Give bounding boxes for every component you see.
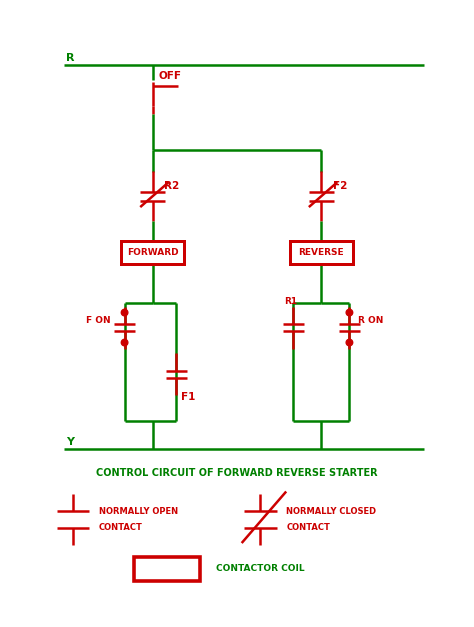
Text: REVERSE: REVERSE — [299, 248, 344, 257]
Text: CONTACT: CONTACT — [286, 523, 330, 532]
Text: CONTACTOR COIL: CONTACTOR COIL — [216, 564, 304, 573]
Text: F2: F2 — [333, 181, 347, 191]
Text: F1: F1 — [181, 392, 195, 402]
Text: OFF: OFF — [158, 71, 181, 82]
Text: NORMALLY CLOSED: NORMALLY CLOSED — [286, 507, 376, 516]
Circle shape — [346, 339, 353, 346]
Text: CONTROL CIRCUIT OF FORWARD REVERSE STARTER: CONTROL CIRCUIT OF FORWARD REVERSE START… — [96, 468, 378, 478]
Text: R2: R2 — [164, 181, 180, 191]
Text: Y: Y — [66, 436, 74, 446]
FancyBboxPatch shape — [121, 241, 184, 265]
FancyBboxPatch shape — [134, 557, 200, 581]
Text: FORWARD: FORWARD — [127, 248, 179, 257]
Circle shape — [121, 339, 128, 346]
Text: CONTACT: CONTACT — [99, 523, 143, 532]
Text: F ON: F ON — [86, 316, 111, 325]
Circle shape — [346, 309, 353, 316]
Text: R1: R1 — [284, 297, 297, 306]
Circle shape — [121, 309, 128, 316]
Text: R: R — [66, 53, 74, 63]
Text: R ON: R ON — [358, 316, 383, 325]
Text: NORMALLY OPEN: NORMALLY OPEN — [99, 507, 178, 516]
FancyBboxPatch shape — [290, 241, 353, 265]
